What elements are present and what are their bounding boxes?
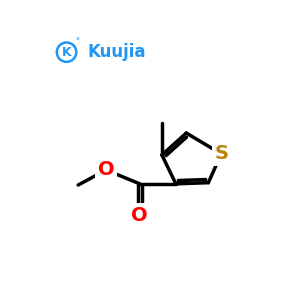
Text: K: K — [62, 46, 71, 59]
Text: S: S — [214, 144, 228, 163]
Text: O: O — [98, 160, 114, 179]
Text: O: O — [131, 206, 148, 224]
Text: °: ° — [75, 37, 80, 46]
Text: Kuujia: Kuujia — [88, 43, 146, 61]
